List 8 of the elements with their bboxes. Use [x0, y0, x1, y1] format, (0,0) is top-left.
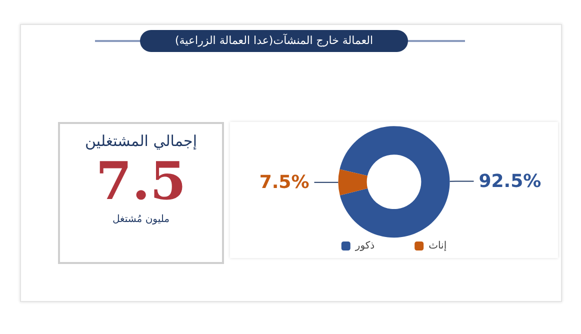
- text: إجمالي المشتغلين: [84, 132, 198, 150]
- text: مليون مُشتغل: [111, 214, 171, 225]
- data-label: 92.5%: [478, 170, 542, 192]
- text: 7.5: [94, 150, 188, 214]
- data-label: 7.5%: [259, 172, 310, 193]
- legend-label: إناث: [428, 240, 447, 252]
- legend-label: ذكور: [354, 240, 375, 252]
- chart-title: العمالة خارج المنشآت(عدا العمالة الزراعية): [140, 30, 408, 52]
